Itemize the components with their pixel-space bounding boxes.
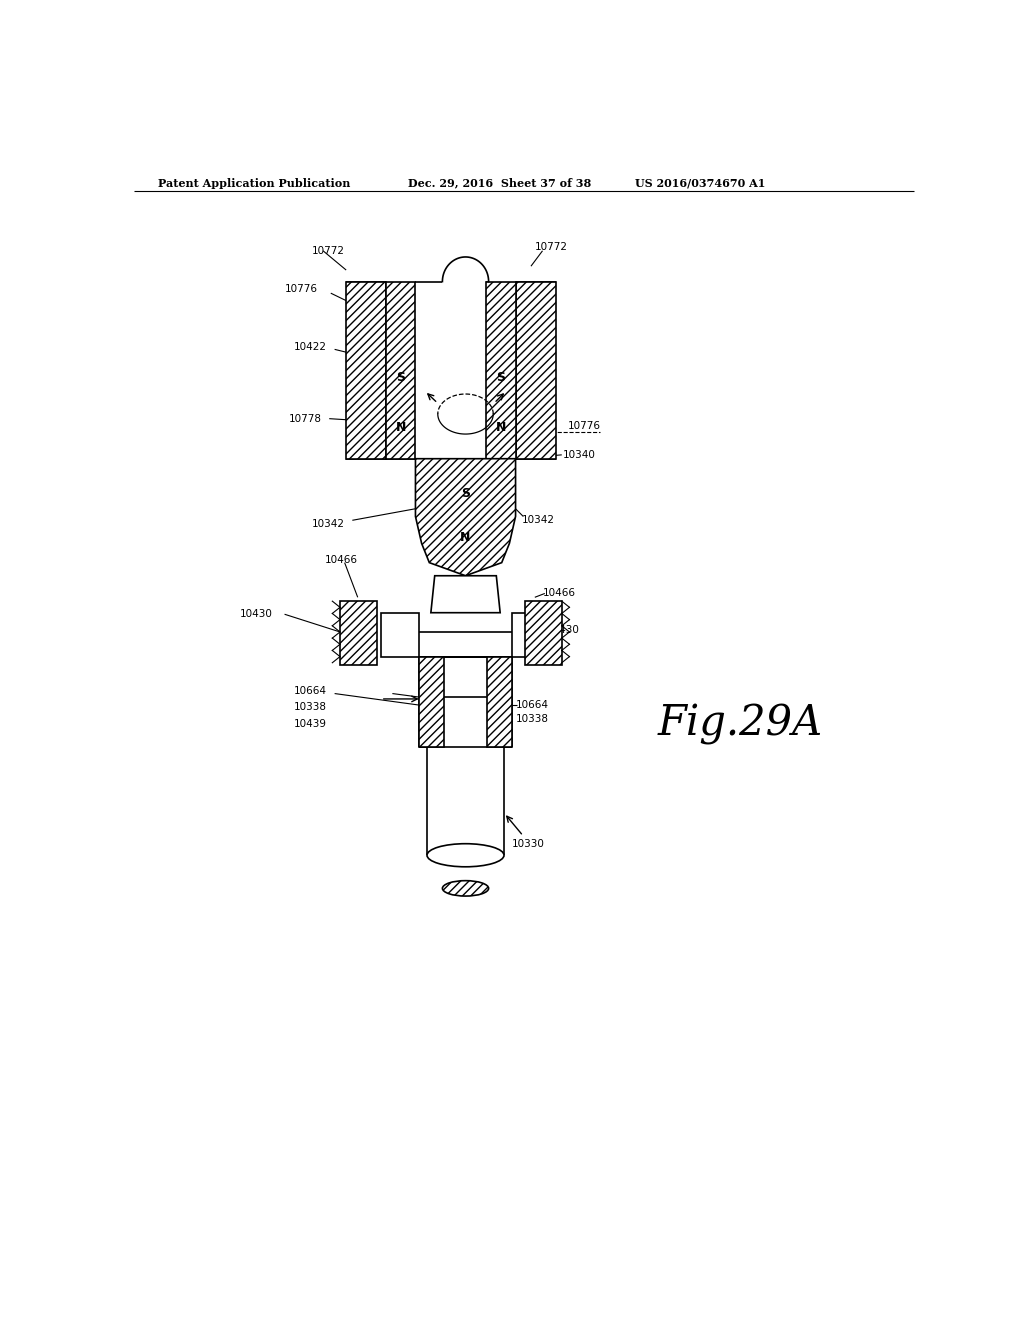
Text: 10776: 10776	[568, 421, 601, 432]
Text: 10342: 10342	[311, 519, 344, 529]
Text: 10422: 10422	[294, 342, 327, 352]
Text: 10772: 10772	[535, 242, 568, 252]
Text: 10439: 10439	[294, 719, 327, 730]
Text: 10338: 10338	[515, 714, 549, 723]
Polygon shape	[381, 612, 550, 657]
Text: N: N	[461, 531, 471, 544]
Text: Dec. 29, 2016  Sheet 37 of 38: Dec. 29, 2016 Sheet 37 of 38	[408, 178, 591, 189]
Bar	[487, 657, 512, 747]
Text: 10466: 10466	[325, 556, 357, 565]
Text: 10776: 10776	[285, 284, 317, 294]
Bar	[386, 281, 416, 459]
Bar	[515, 281, 556, 459]
Bar	[486, 281, 515, 459]
Text: S: S	[396, 371, 406, 384]
Text: 10340: 10340	[563, 450, 596, 459]
Bar	[346, 281, 386, 459]
Text: 10430: 10430	[547, 624, 580, 635]
Bar	[419, 657, 444, 747]
Text: 10342: 10342	[521, 515, 555, 525]
Text: 10772: 10772	[311, 246, 344, 256]
Text: 10778: 10778	[289, 413, 322, 424]
Text: 10338: 10338	[294, 702, 327, 711]
Text: Fig.29A: Fig.29A	[658, 704, 823, 746]
Text: 10430: 10430	[240, 610, 272, 619]
Ellipse shape	[427, 843, 504, 867]
Text: N: N	[496, 421, 506, 434]
Text: 10330: 10330	[512, 838, 545, 849]
Polygon shape	[524, 601, 562, 665]
Polygon shape	[416, 459, 515, 576]
Text: N: N	[395, 421, 407, 434]
Polygon shape	[340, 601, 377, 665]
Polygon shape	[431, 576, 500, 612]
Text: US 2016/0374670 A1: US 2016/0374670 A1	[635, 178, 765, 189]
Text: 10466: 10466	[543, 589, 575, 598]
Text: 10664: 10664	[294, 686, 327, 696]
Ellipse shape	[442, 880, 488, 896]
Text: Patent Application Publication: Patent Application Publication	[158, 178, 350, 189]
Text: S: S	[461, 487, 470, 500]
Text: 10664: 10664	[515, 700, 549, 710]
Text: S: S	[497, 371, 506, 384]
